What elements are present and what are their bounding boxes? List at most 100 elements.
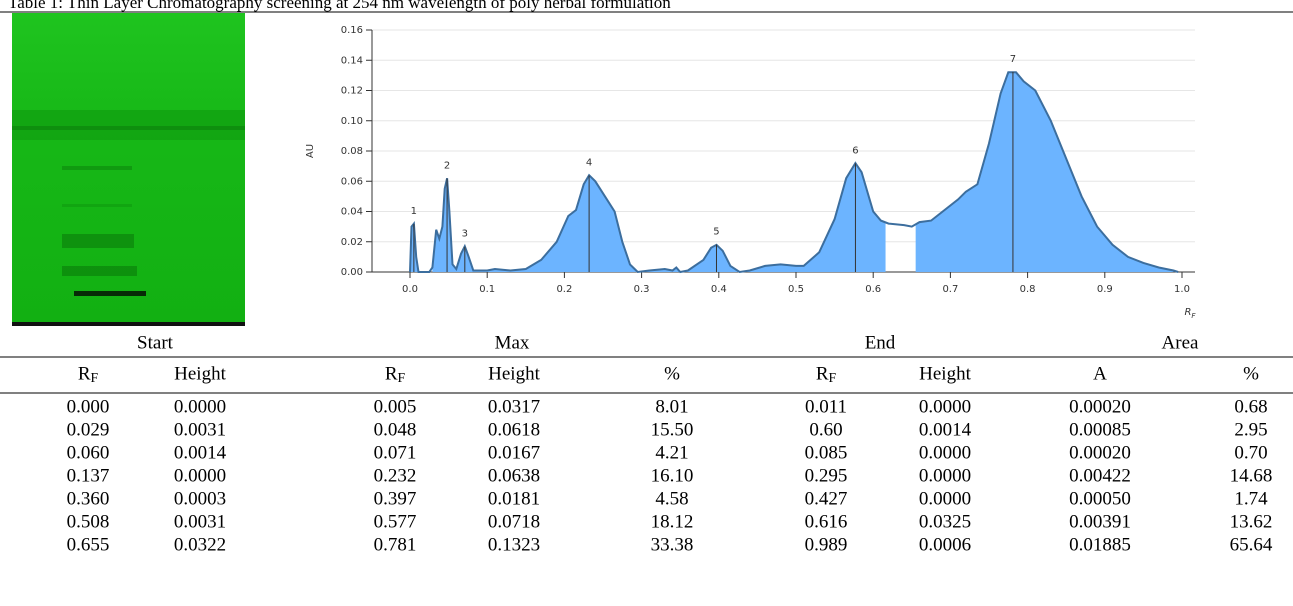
y-tick-label: 0.12 xyxy=(341,86,363,97)
cell: 0.00085 xyxy=(1069,419,1131,440)
peak-label: 3 xyxy=(462,229,468,240)
x-tick-label: 0.5 xyxy=(788,284,804,295)
x-tick-label: 0.2 xyxy=(556,284,572,295)
y-tick-label: 0.06 xyxy=(341,176,363,187)
cell: 0.029 xyxy=(67,419,110,440)
cell: 0.360 xyxy=(67,488,110,509)
cell: 0.70 xyxy=(1234,442,1267,463)
cell: 0.0000 xyxy=(174,465,226,486)
cell: 0.0031 xyxy=(174,511,226,532)
cell: 0.781 xyxy=(374,534,417,555)
column-header: % xyxy=(1243,363,1259,384)
cell: 0.01885 xyxy=(1069,534,1131,555)
cell: 4.21 xyxy=(655,442,688,463)
cell: 0.68 xyxy=(1234,396,1267,417)
cell: 0.616 xyxy=(805,511,848,532)
column-header: Height xyxy=(919,363,971,384)
cell: 0.00050 xyxy=(1069,488,1131,509)
y-tick-label: 0.10 xyxy=(341,116,363,127)
cell: 0.00391 xyxy=(1069,511,1131,532)
cell: 0.989 xyxy=(805,534,848,555)
cell: 0.0014 xyxy=(174,442,227,463)
y-tick-label: 0.02 xyxy=(341,237,363,248)
x-tick-label: 0.7 xyxy=(942,284,958,295)
cell: 0.577 xyxy=(374,511,417,532)
y-tick-label: 0.14 xyxy=(341,55,363,66)
y-tick-label: 0.04 xyxy=(341,207,363,218)
peak-label: 2 xyxy=(444,161,450,172)
group-header: Area xyxy=(1162,332,1199,353)
cell: 0.005 xyxy=(374,396,417,417)
cell: 0.60 xyxy=(809,419,842,440)
cell: 0.0031 xyxy=(174,419,226,440)
cell: 13.62 xyxy=(1230,511,1273,532)
x-tick-label: 0.6 xyxy=(865,284,881,295)
cell: 0.0322 xyxy=(174,534,226,555)
column-header: RF xyxy=(78,363,99,385)
column-header: Height xyxy=(174,363,226,384)
cell: 0.000 xyxy=(67,396,110,417)
cell: 0.232 xyxy=(374,465,417,486)
column-header: Height xyxy=(488,363,540,384)
cell: 0.0000 xyxy=(919,396,971,417)
y-tick-label: 0.16 xyxy=(341,25,363,36)
group-header: Start xyxy=(137,332,174,353)
x-tick-label: 0.9 xyxy=(1097,284,1113,295)
cell: 0.1323 xyxy=(488,534,540,555)
peak-label: 5 xyxy=(713,227,719,238)
column-header: RF xyxy=(385,363,406,385)
y-tick-label: 0.00 xyxy=(341,267,363,278)
cell: 16.10 xyxy=(651,465,694,486)
x-tick-label: 1.0 xyxy=(1174,284,1190,295)
cell: 0.0000 xyxy=(919,488,971,509)
cell: 0.427 xyxy=(805,488,848,509)
peak-label: 1 xyxy=(411,206,417,217)
column-header: % xyxy=(664,363,680,384)
table: Start Max End Area RF Height RF Height% RF Height… xyxy=(67,332,1273,555)
cell: 0.0000 xyxy=(919,442,971,463)
cell: 14.68 xyxy=(1230,465,1273,486)
column-header: RF xyxy=(816,363,837,385)
cell: 0.295 xyxy=(805,465,848,486)
cell: 0.0317 xyxy=(488,396,540,417)
cell: 0.397 xyxy=(374,488,417,509)
cell: 0.0000 xyxy=(919,465,971,486)
cell: 0.0014 xyxy=(919,419,972,440)
densitogram: 0.00 0.02 0.04 0.06 0.08 0.10 0.12 0.14 0.16 0.0 0… xyxy=(305,25,1196,320)
x-tick-label: 0.3 xyxy=(634,284,650,295)
cell: 18.12 xyxy=(651,511,694,532)
cell: 1.74 xyxy=(1234,488,1268,509)
cell: 2.95 xyxy=(1234,419,1267,440)
cell: 0.060 xyxy=(67,442,110,463)
cell: 0.00020 xyxy=(1069,396,1131,417)
cell: 0.048 xyxy=(374,419,417,440)
cell: 0.0006 xyxy=(919,534,971,555)
cell: 8.01 xyxy=(655,396,688,417)
x-tick-label: 0.0 xyxy=(402,284,418,295)
cell: 0.00020 xyxy=(1069,442,1131,463)
cell: 65.64 xyxy=(1230,534,1273,555)
title: Table 1: Thin Layer Chromatography scree… xyxy=(8,0,671,12)
cell: 0.011 xyxy=(805,396,847,417)
cell: 0.0638 xyxy=(488,465,540,486)
cell: 0.0618 xyxy=(488,419,540,440)
y-axis-label: AU xyxy=(305,144,316,158)
cell: 0.071 xyxy=(374,442,417,463)
peak-label: 7 xyxy=(1010,54,1016,65)
x-axis-label: RF xyxy=(1184,307,1196,320)
cell: 0.0167 xyxy=(488,442,540,463)
y-tick-label: 0.08 xyxy=(341,146,363,157)
cell: 0.0718 xyxy=(488,511,540,532)
cell: 0.0003 xyxy=(174,488,226,509)
cell: 33.38 xyxy=(651,534,694,555)
cell: 0.137 xyxy=(67,465,110,486)
cell: 0.655 xyxy=(67,534,110,555)
cell: 0.00422 xyxy=(1069,465,1131,486)
cell: 15.50 xyxy=(651,419,694,440)
curve xyxy=(409,71,1179,274)
cell: 0.0000 xyxy=(174,396,226,417)
cell: 0.0325 xyxy=(919,511,971,532)
peak-label: 4 xyxy=(586,158,592,169)
